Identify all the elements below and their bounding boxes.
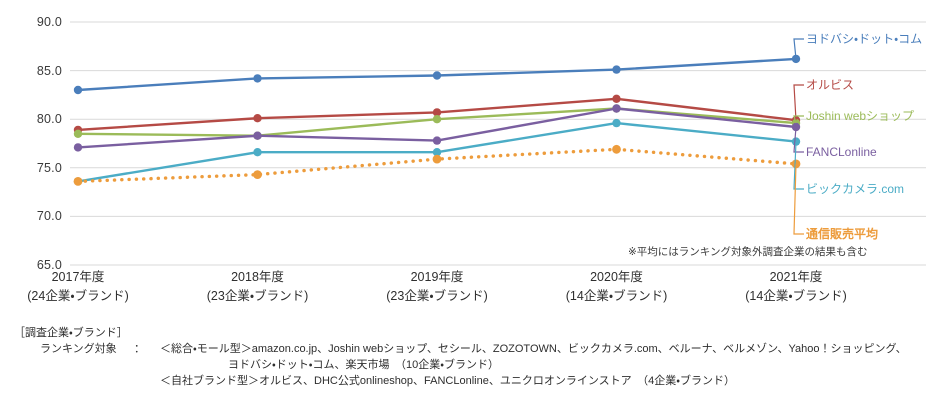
series-line-5 — [76, 147, 798, 184]
y-axis-tick-label: 90.0 — [36, 15, 62, 29]
leader-line-5 — [793, 163, 804, 235]
x-axis-category-count: (14企業・ブランド) — [565, 289, 668, 304]
data-point-marker — [73, 85, 83, 95]
data-point-marker — [253, 114, 262, 123]
leader-line-2 — [793, 115, 804, 124]
footer-own-brand-prefix: ＜自社ブランド型＞ — [160, 375, 259, 387]
x-axis-category-count: (14企業・ブランド) — [745, 289, 847, 304]
y-axis-tick-label: 65.0 — [36, 258, 62, 272]
y-axis-tick-label: 70.0 — [36, 209, 62, 224]
y-axis-tick-label: 85.0 — [36, 63, 62, 78]
x-axis-category-year: 2018年度 — [231, 270, 284, 284]
x-axis-category-year: 2020年度 — [590, 270, 643, 284]
series-label-1: オルビス — [806, 78, 855, 92]
data-point-marker — [612, 65, 621, 74]
data-point-marker — [612, 118, 621, 128]
footer-heading: ［調査企業・ブランド］ — [14, 327, 128, 339]
series-label-5: 通信販売平均 — [806, 227, 879, 241]
series-label-3: FANCLonline — [806, 145, 877, 159]
leader-line-3 — [793, 126, 804, 153]
x-axis-category-count: (23企業・ブランド) — [206, 289, 309, 304]
footer-colon: ： — [134, 343, 145, 355]
data-point-marker — [432, 148, 442, 157]
x-axis-category-0: 2017年度 (24企業・ブランド) — [0, 268, 158, 307]
data-point-marker — [73, 143, 83, 152]
series-label-0: ヨドバシ・ドット・コム — [806, 32, 923, 46]
x-axis-category-labels: 2017年度 (24企業・ブランド) 2018年度 (23企業・ブランド) 2019年度… — [0, 268, 940, 314]
data-point-marker — [612, 144, 621, 154]
x-axis-category-year: 2017年度 — [51, 270, 105, 284]
chart-footnote: ※平均にはランキング対象外調査企業の結果も含む — [628, 246, 868, 258]
footer-mall-type: ＜総合・モール型＞amazon.co.jp、Joshin webショップ、セシー… — [160, 341, 907, 358]
x-axis-category-year: 2021年度 — [769, 270, 823, 284]
leader-line-0 — [793, 38, 804, 59]
x-axis-category-count: (24企業・ブランド) — [27, 289, 129, 304]
footer-mall-prefix: ＜総合・モール型＞ — [160, 343, 252, 355]
x-axis-category-3: 2020年度 (14企業・ブランド) — [537, 268, 697, 307]
footer-own-brand-list: オルビス、DHC公式onlineshop、FANCLonline、ユニクロオンラ… — [259, 375, 735, 387]
data-point-marker — [612, 104, 621, 113]
plot-svg — [70, 21, 926, 266]
y-axis-tick-label: 75.0 — [36, 160, 62, 175]
line-chart: 90.0 85.0 80.0 75.0 70.0 65.0 ヨドバシ・ドット・コム オルビス… — [36, 15, 926, 272]
data-point-marker — [253, 131, 262, 140]
data-point-marker — [253, 74, 262, 83]
x-axis-category-count: (23企業・ブランド) — [386, 289, 488, 304]
data-point-marker — [612, 94, 621, 104]
data-point-marker — [253, 148, 262, 157]
data-point-marker — [73, 177, 83, 186]
footer-mall-list-cont: ヨドバシ・ドット・コム、楽天市場 （10企業・ブランド） — [228, 359, 499, 371]
series-label-2: Joshin webショップ — [806, 109, 915, 123]
data-point-marker — [432, 71, 442, 80]
x-axis-category-1: 2018年度 (23企業・ブランド) — [178, 268, 338, 307]
data-point-marker — [432, 115, 442, 124]
data-point-marker — [432, 108, 442, 117]
data-point-marker — [432, 154, 442, 164]
leader-line-1 — [793, 84, 804, 121]
x-axis-category-year: 2019年度 — [410, 270, 464, 284]
footer-mall-list: amazon.co.jp、Joshin webショップ、セシール、ZOZOTOW… — [251, 343, 907, 355]
y-axis-tick-label: 80.0 — [36, 112, 62, 127]
series-label-4: ビックカメラ.com — [806, 182, 905, 196]
data-point-marker — [432, 136, 442, 145]
x-axis-category-2: 2019年度 (23企業・ブランド) — [357, 268, 517, 307]
data-point-marker — [253, 170, 262, 180]
x-axis-category-4: 2021年度 (14企業・ブランド) — [716, 268, 876, 307]
footer-own-brand-type: ＜自社ブランド型＞オルビス、DHC公式onlineshop、FANCLonlin… — [160, 373, 735, 390]
data-point-marker — [73, 129, 83, 138]
footer-ranking-label: ランキング対象 — [40, 343, 117, 355]
leader-line-4 — [793, 141, 804, 190]
